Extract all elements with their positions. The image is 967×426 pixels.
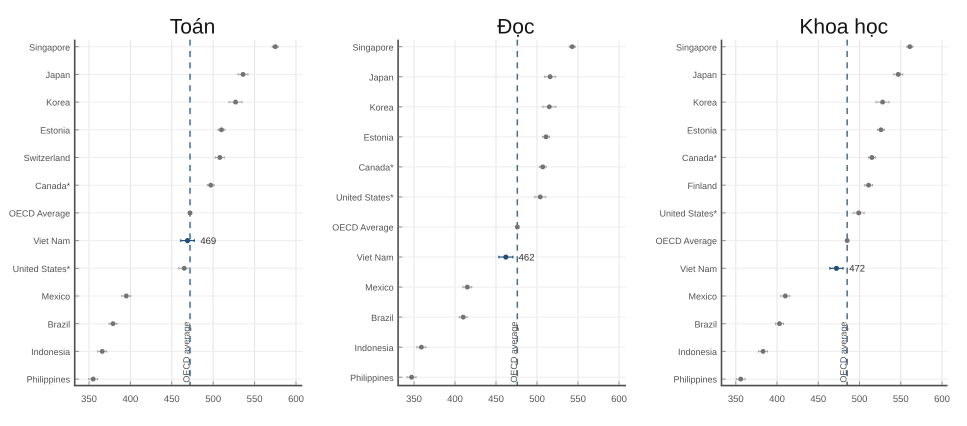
svg-text:United States*: United States* bbox=[659, 209, 717, 219]
svg-text:Philippines: Philippines bbox=[350, 373, 394, 383]
svg-text:Mexico: Mexico bbox=[42, 292, 71, 302]
svg-text:Singapore: Singapore bbox=[676, 42, 717, 52]
svg-text:Estonia: Estonia bbox=[40, 125, 70, 135]
svg-text:OECD Average: OECD Average bbox=[332, 223, 393, 233]
svg-text:350: 350 bbox=[728, 394, 744, 405]
svg-text:Indonesia: Indonesia bbox=[678, 347, 717, 357]
svg-text:OECD Average: OECD Average bbox=[656, 236, 717, 246]
svg-text:Brazil: Brazil bbox=[694, 319, 717, 329]
svg-text:Brazil: Brazil bbox=[371, 313, 394, 323]
svg-text:500: 500 bbox=[205, 394, 221, 405]
svg-text:Viet Nam: Viet Nam bbox=[33, 236, 70, 246]
svg-text:Khoa học: Khoa học bbox=[799, 16, 888, 39]
svg-text:Japan: Japan bbox=[46, 70, 71, 80]
svg-text:Philippines: Philippines bbox=[27, 375, 71, 385]
svg-text:550: 550 bbox=[570, 394, 586, 405]
svg-text:Canada*: Canada* bbox=[359, 163, 395, 173]
svg-text:600: 600 bbox=[611, 394, 627, 405]
svg-text:Japan: Japan bbox=[692, 70, 717, 80]
svg-text:Indonesia: Indonesia bbox=[355, 343, 394, 353]
svg-text:Đọc: Đọc bbox=[497, 16, 534, 39]
svg-text:350: 350 bbox=[406, 394, 422, 405]
svg-text:Estonia: Estonia bbox=[364, 132, 394, 142]
svg-text:Indonesia: Indonesia bbox=[31, 347, 70, 357]
svg-text:OECD Average: OECD Average bbox=[9, 209, 70, 219]
svg-text:Finland: Finland bbox=[687, 181, 717, 191]
svg-text:450: 450 bbox=[164, 394, 180, 405]
svg-text:Estonia: Estonia bbox=[687, 125, 717, 135]
svg-text:400: 400 bbox=[769, 394, 785, 405]
svg-text:Mexico: Mexico bbox=[365, 283, 394, 293]
svg-text:400: 400 bbox=[447, 394, 463, 405]
svg-text:Korea: Korea bbox=[46, 98, 70, 108]
svg-text:462: 462 bbox=[519, 252, 535, 263]
svg-text:Singapore: Singapore bbox=[353, 42, 394, 52]
svg-text:Viet Nam: Viet Nam bbox=[680, 264, 717, 274]
svg-text:Philippines: Philippines bbox=[673, 375, 717, 385]
svg-text:500: 500 bbox=[852, 394, 868, 405]
svg-text:550: 550 bbox=[247, 394, 263, 405]
svg-text:OECD average: OECD average bbox=[182, 322, 192, 383]
svg-text:Korea: Korea bbox=[693, 98, 717, 108]
svg-text:United States*: United States* bbox=[13, 264, 71, 274]
svg-text:600: 600 bbox=[934, 394, 950, 405]
svg-text:United States*: United States* bbox=[336, 193, 394, 203]
svg-text:500: 500 bbox=[529, 394, 545, 405]
svg-text:Brazil: Brazil bbox=[48, 319, 71, 329]
svg-text:Canada*: Canada* bbox=[35, 181, 71, 191]
svg-text:450: 450 bbox=[488, 394, 504, 405]
svg-text:Switzerland: Switzerland bbox=[24, 153, 71, 163]
svg-text:Korea: Korea bbox=[370, 102, 394, 112]
svg-text:Canada*: Canada* bbox=[682, 153, 718, 163]
svg-text:Singapore: Singapore bbox=[29, 42, 70, 52]
svg-text:469: 469 bbox=[200, 236, 216, 247]
svg-text:Japan: Japan bbox=[369, 72, 394, 82]
svg-text:Mexico: Mexico bbox=[688, 292, 717, 302]
svg-text:Viet Nam: Viet Nam bbox=[357, 253, 394, 263]
svg-text:OECD average: OECD average bbox=[509, 322, 519, 383]
svg-text:472: 472 bbox=[849, 264, 865, 275]
svg-text:600: 600 bbox=[288, 394, 304, 405]
svg-text:350: 350 bbox=[81, 394, 97, 405]
svg-text:OECD average: OECD average bbox=[839, 322, 849, 383]
svg-text:400: 400 bbox=[122, 394, 138, 405]
svg-text:450: 450 bbox=[810, 394, 826, 405]
svg-text:Toán: Toán bbox=[170, 16, 216, 39]
svg-text:550: 550 bbox=[893, 394, 909, 405]
